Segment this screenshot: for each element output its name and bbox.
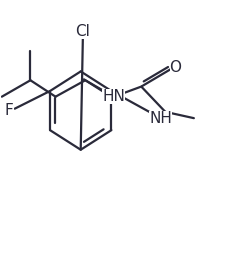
Text: F: F [5,103,14,118]
Text: Cl: Cl [75,24,90,39]
Text: O: O [169,60,181,75]
Text: HN: HN [102,89,125,104]
Text: NH: NH [149,111,172,126]
